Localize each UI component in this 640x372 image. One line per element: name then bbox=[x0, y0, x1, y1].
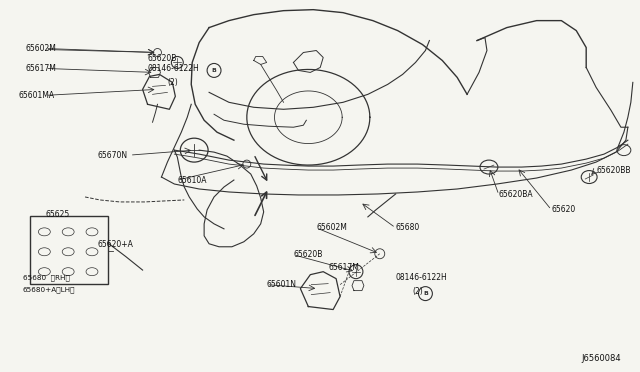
Text: 65680: 65680 bbox=[396, 223, 420, 232]
Text: 65610A: 65610A bbox=[177, 176, 207, 185]
Text: B: B bbox=[212, 68, 216, 73]
Text: J6560084: J6560084 bbox=[581, 355, 621, 363]
Text: 65680  〈RH〉: 65680 〈RH〉 bbox=[22, 275, 69, 281]
Text: 65620B: 65620B bbox=[294, 250, 323, 259]
Text: 65601N: 65601N bbox=[267, 280, 297, 289]
Text: 65617M: 65617M bbox=[26, 64, 56, 73]
Text: 08146-6122H: 08146-6122H bbox=[148, 64, 199, 73]
Text: 65602M: 65602M bbox=[26, 44, 56, 53]
Text: 65620+A: 65620+A bbox=[98, 240, 134, 249]
Text: 65602M: 65602M bbox=[316, 223, 347, 232]
Text: 65617M: 65617M bbox=[328, 263, 359, 272]
Text: 65680+A〈LH〉: 65680+A〈LH〉 bbox=[22, 286, 75, 293]
Text: B: B bbox=[423, 291, 428, 296]
Text: (2): (2) bbox=[168, 78, 178, 87]
Text: (2): (2) bbox=[413, 287, 423, 296]
Bar bbox=[31, 216, 108, 283]
Text: 65620BA: 65620BA bbox=[499, 190, 534, 199]
Text: 65620B: 65620B bbox=[148, 54, 177, 63]
Text: 65620BB: 65620BB bbox=[596, 166, 630, 174]
Text: 08146-6122H: 08146-6122H bbox=[396, 273, 447, 282]
Text: 65620: 65620 bbox=[552, 205, 576, 214]
Text: 65625: 65625 bbox=[45, 211, 70, 219]
Text: 65670N: 65670N bbox=[98, 151, 128, 160]
Text: 65601MA: 65601MA bbox=[19, 91, 54, 100]
